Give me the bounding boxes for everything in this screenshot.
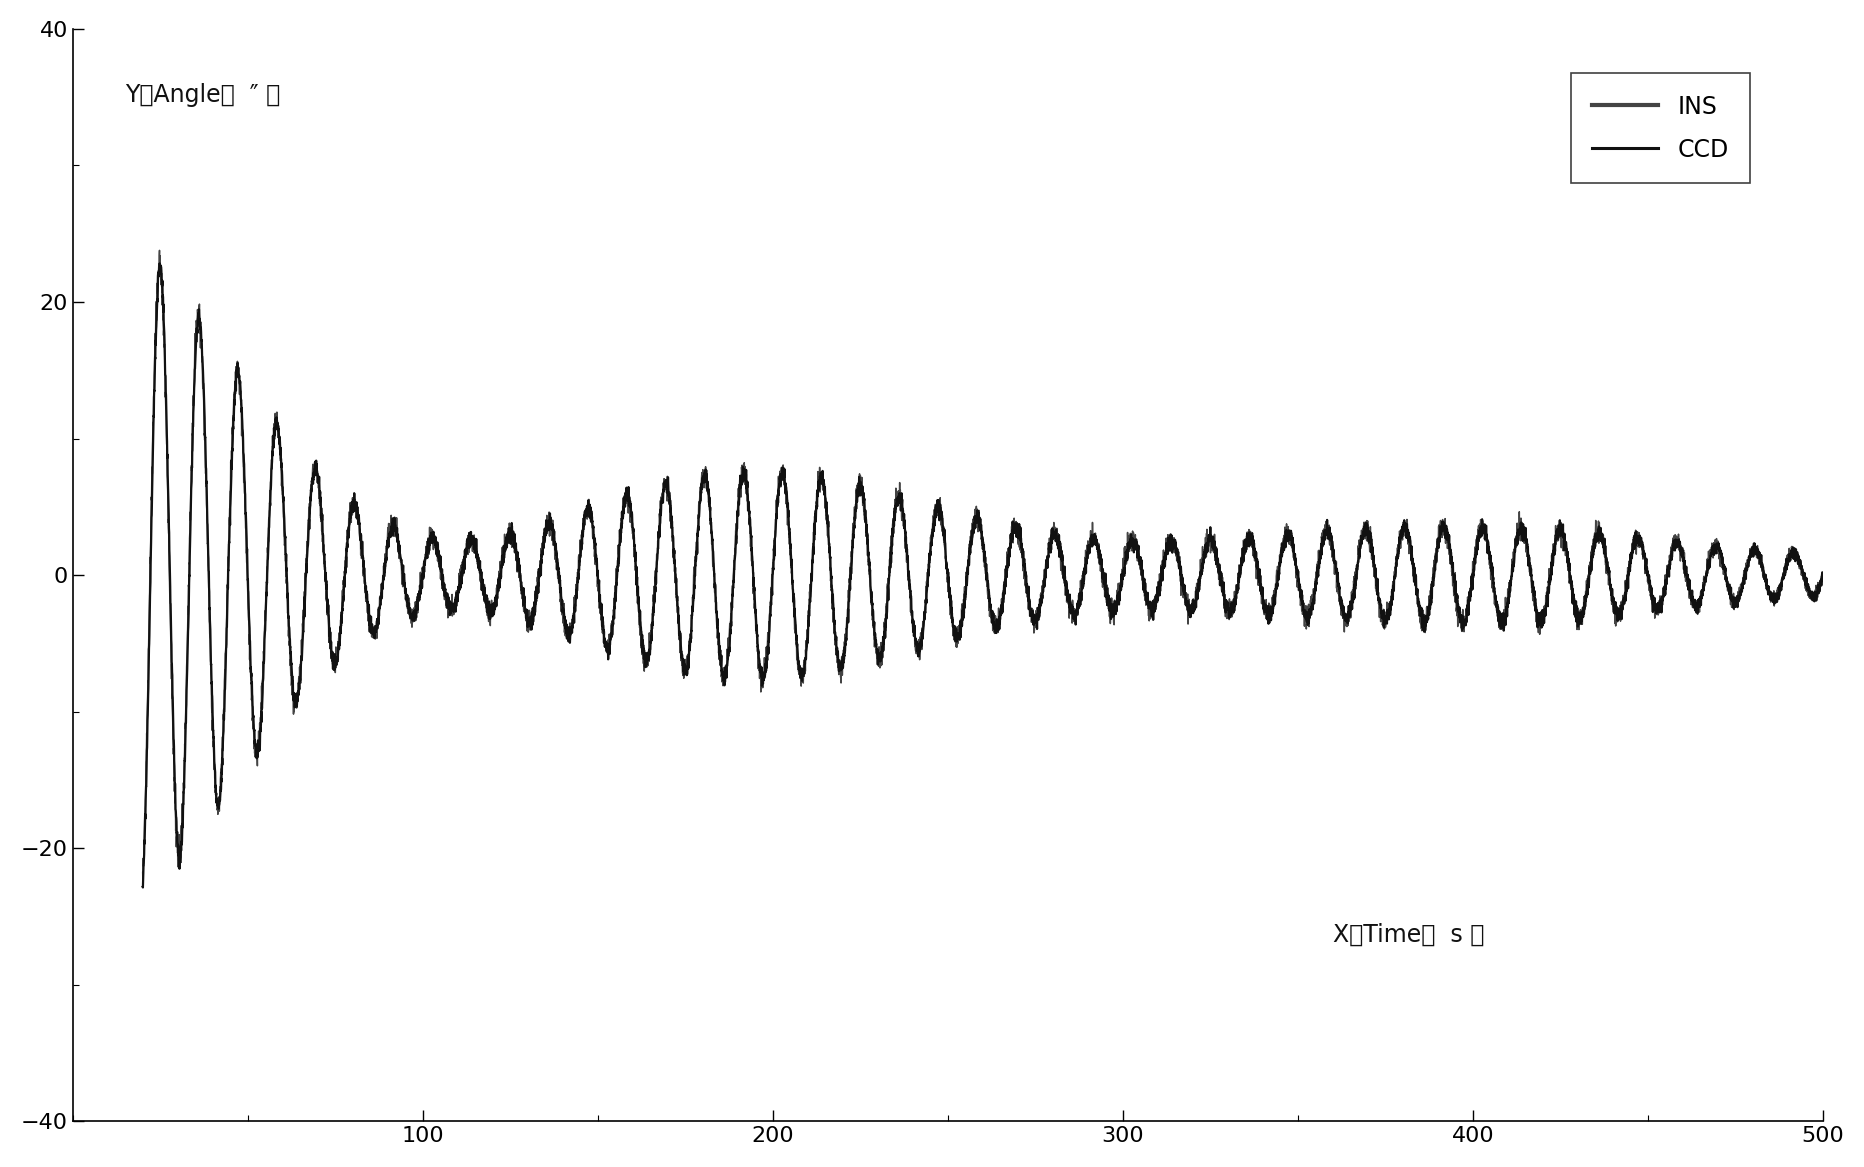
INS bbox=[216, 576, 239, 591]
CCD bbox=[740, 529, 762, 543]
Line: CCD: CCD bbox=[144, 264, 1821, 887]
CCD bbox=[132, 880, 155, 894]
Legend: INS, CCD: INS, CCD bbox=[1569, 74, 1748, 183]
CCD bbox=[1199, 531, 1221, 545]
CCD bbox=[1126, 551, 1148, 565]
INS bbox=[132, 876, 155, 890]
CCD bbox=[1377, 609, 1400, 623]
INS bbox=[1810, 571, 1832, 585]
Line: INS: INS bbox=[144, 251, 1821, 883]
INS bbox=[132, 866, 155, 880]
Text: Y（Angle：  ″ ）: Y（Angle： ″ ） bbox=[125, 84, 280, 107]
CCD bbox=[216, 589, 239, 603]
INS bbox=[1467, 530, 1489, 544]
INS bbox=[149, 244, 171, 258]
INS bbox=[740, 553, 762, 567]
CCD bbox=[1467, 532, 1489, 546]
INS bbox=[1126, 548, 1148, 562]
CCD bbox=[1810, 569, 1832, 584]
INS bbox=[1377, 603, 1400, 617]
INS bbox=[1199, 546, 1221, 560]
CCD bbox=[149, 257, 171, 271]
CCD bbox=[132, 880, 155, 894]
Text: X（Time：  s ）: X（Time： s ） bbox=[1333, 922, 1484, 946]
